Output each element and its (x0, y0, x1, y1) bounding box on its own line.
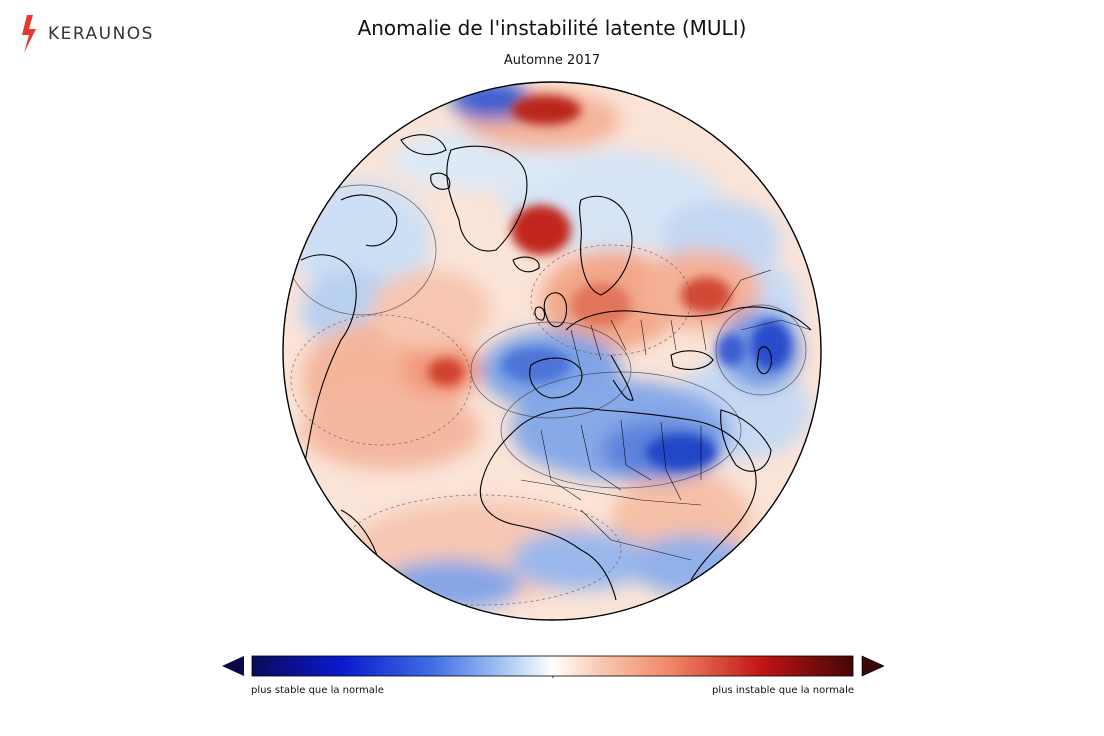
colorbar (222, 654, 885, 680)
lightning-bolt-icon (22, 15, 36, 53)
colorbar-extend-high (861, 655, 885, 677)
brand-logo: KERAUNOS (18, 14, 154, 54)
colorbar-label-high: plus instable que la normale (712, 685, 854, 696)
map-subtitle: Automne 2017 (503, 53, 601, 68)
colorbar-label-low: plus stable que la normale (251, 685, 384, 696)
colorbar-gradient (251, 655, 854, 677)
map-title: Anomalie de l'instabilité latente (MULI) (357, 16, 747, 40)
anomaly-globe-map (281, 80, 823, 622)
colorbar-extend-low (222, 656, 244, 676)
brand-name: KERAUNOS (48, 24, 154, 44)
